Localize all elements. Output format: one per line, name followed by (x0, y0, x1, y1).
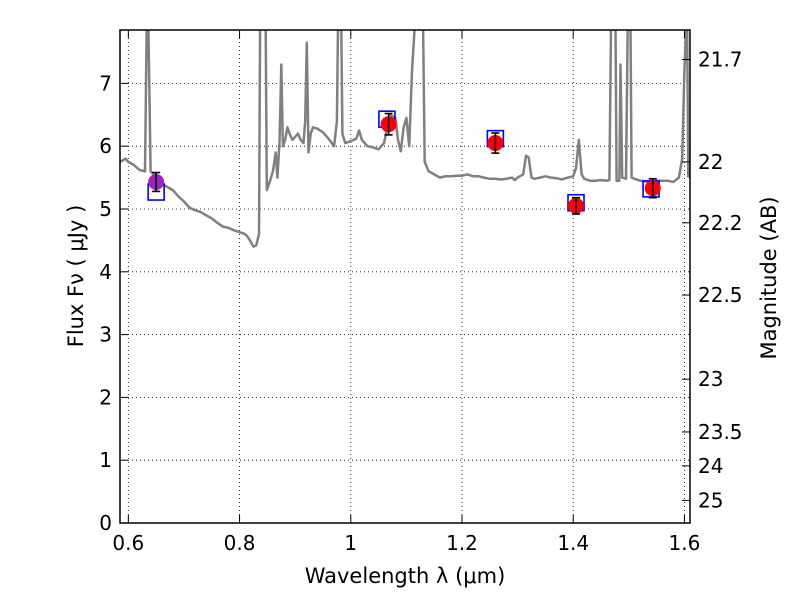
right-tick-label: 22.2 (698, 211, 743, 235)
y-tick-label: 1 (99, 448, 112, 472)
right-tick-label: 22.5 (698, 283, 743, 307)
y-tick-label: 4 (99, 260, 112, 284)
y-tick-label: 6 (99, 134, 112, 158)
x-axis: 0.6 0.8 1 1.2 1.4 1.6 (112, 30, 700, 555)
y-tick-label: 3 (99, 323, 112, 347)
y-axis-left: 0 1 2 3 4 5 6 7 (99, 71, 128, 535)
model-spectrum-line (120, 30, 690, 248)
right-tick-label: 22 (698, 150, 723, 174)
right-tick-label: 24 (698, 454, 723, 478)
y-tick-label: 7 (99, 71, 112, 95)
y-axis-right-label: Magnitude (AB) (757, 196, 781, 359)
grid-layer (120, 30, 690, 524)
x-tick-label: 0.6 (112, 531, 144, 555)
right-tick-label: 23.5 (698, 420, 743, 444)
y-tick-label: 5 (99, 197, 112, 221)
x-axis-label: Wavelength λ (μm) (305, 564, 506, 588)
plot-area (120, 30, 690, 248)
x-tick-label: 1 (344, 531, 357, 555)
x-tick-label: 1.2 (446, 531, 478, 555)
x-tick-label: 1.6 (669, 531, 701, 555)
right-tick-label: 23 (698, 367, 723, 391)
observed-photometry-markers (148, 112, 661, 215)
y-axis-label: Flux Fν ( μJy ) (64, 205, 88, 348)
x-tick-label: 0.8 (224, 531, 256, 555)
y-tick-label: 0 (99, 511, 112, 535)
right-tick-label: 21.7 (698, 48, 743, 72)
right-tick-label: 25 (698, 488, 723, 512)
plot-frame (119, 29, 691, 524)
x-tick-label: 1.4 (557, 531, 589, 555)
y-axis-right: 21.7 22 22.2 22.5 23 23.5 24 25 (682, 48, 743, 512)
y-tick-label: 2 (99, 385, 112, 409)
